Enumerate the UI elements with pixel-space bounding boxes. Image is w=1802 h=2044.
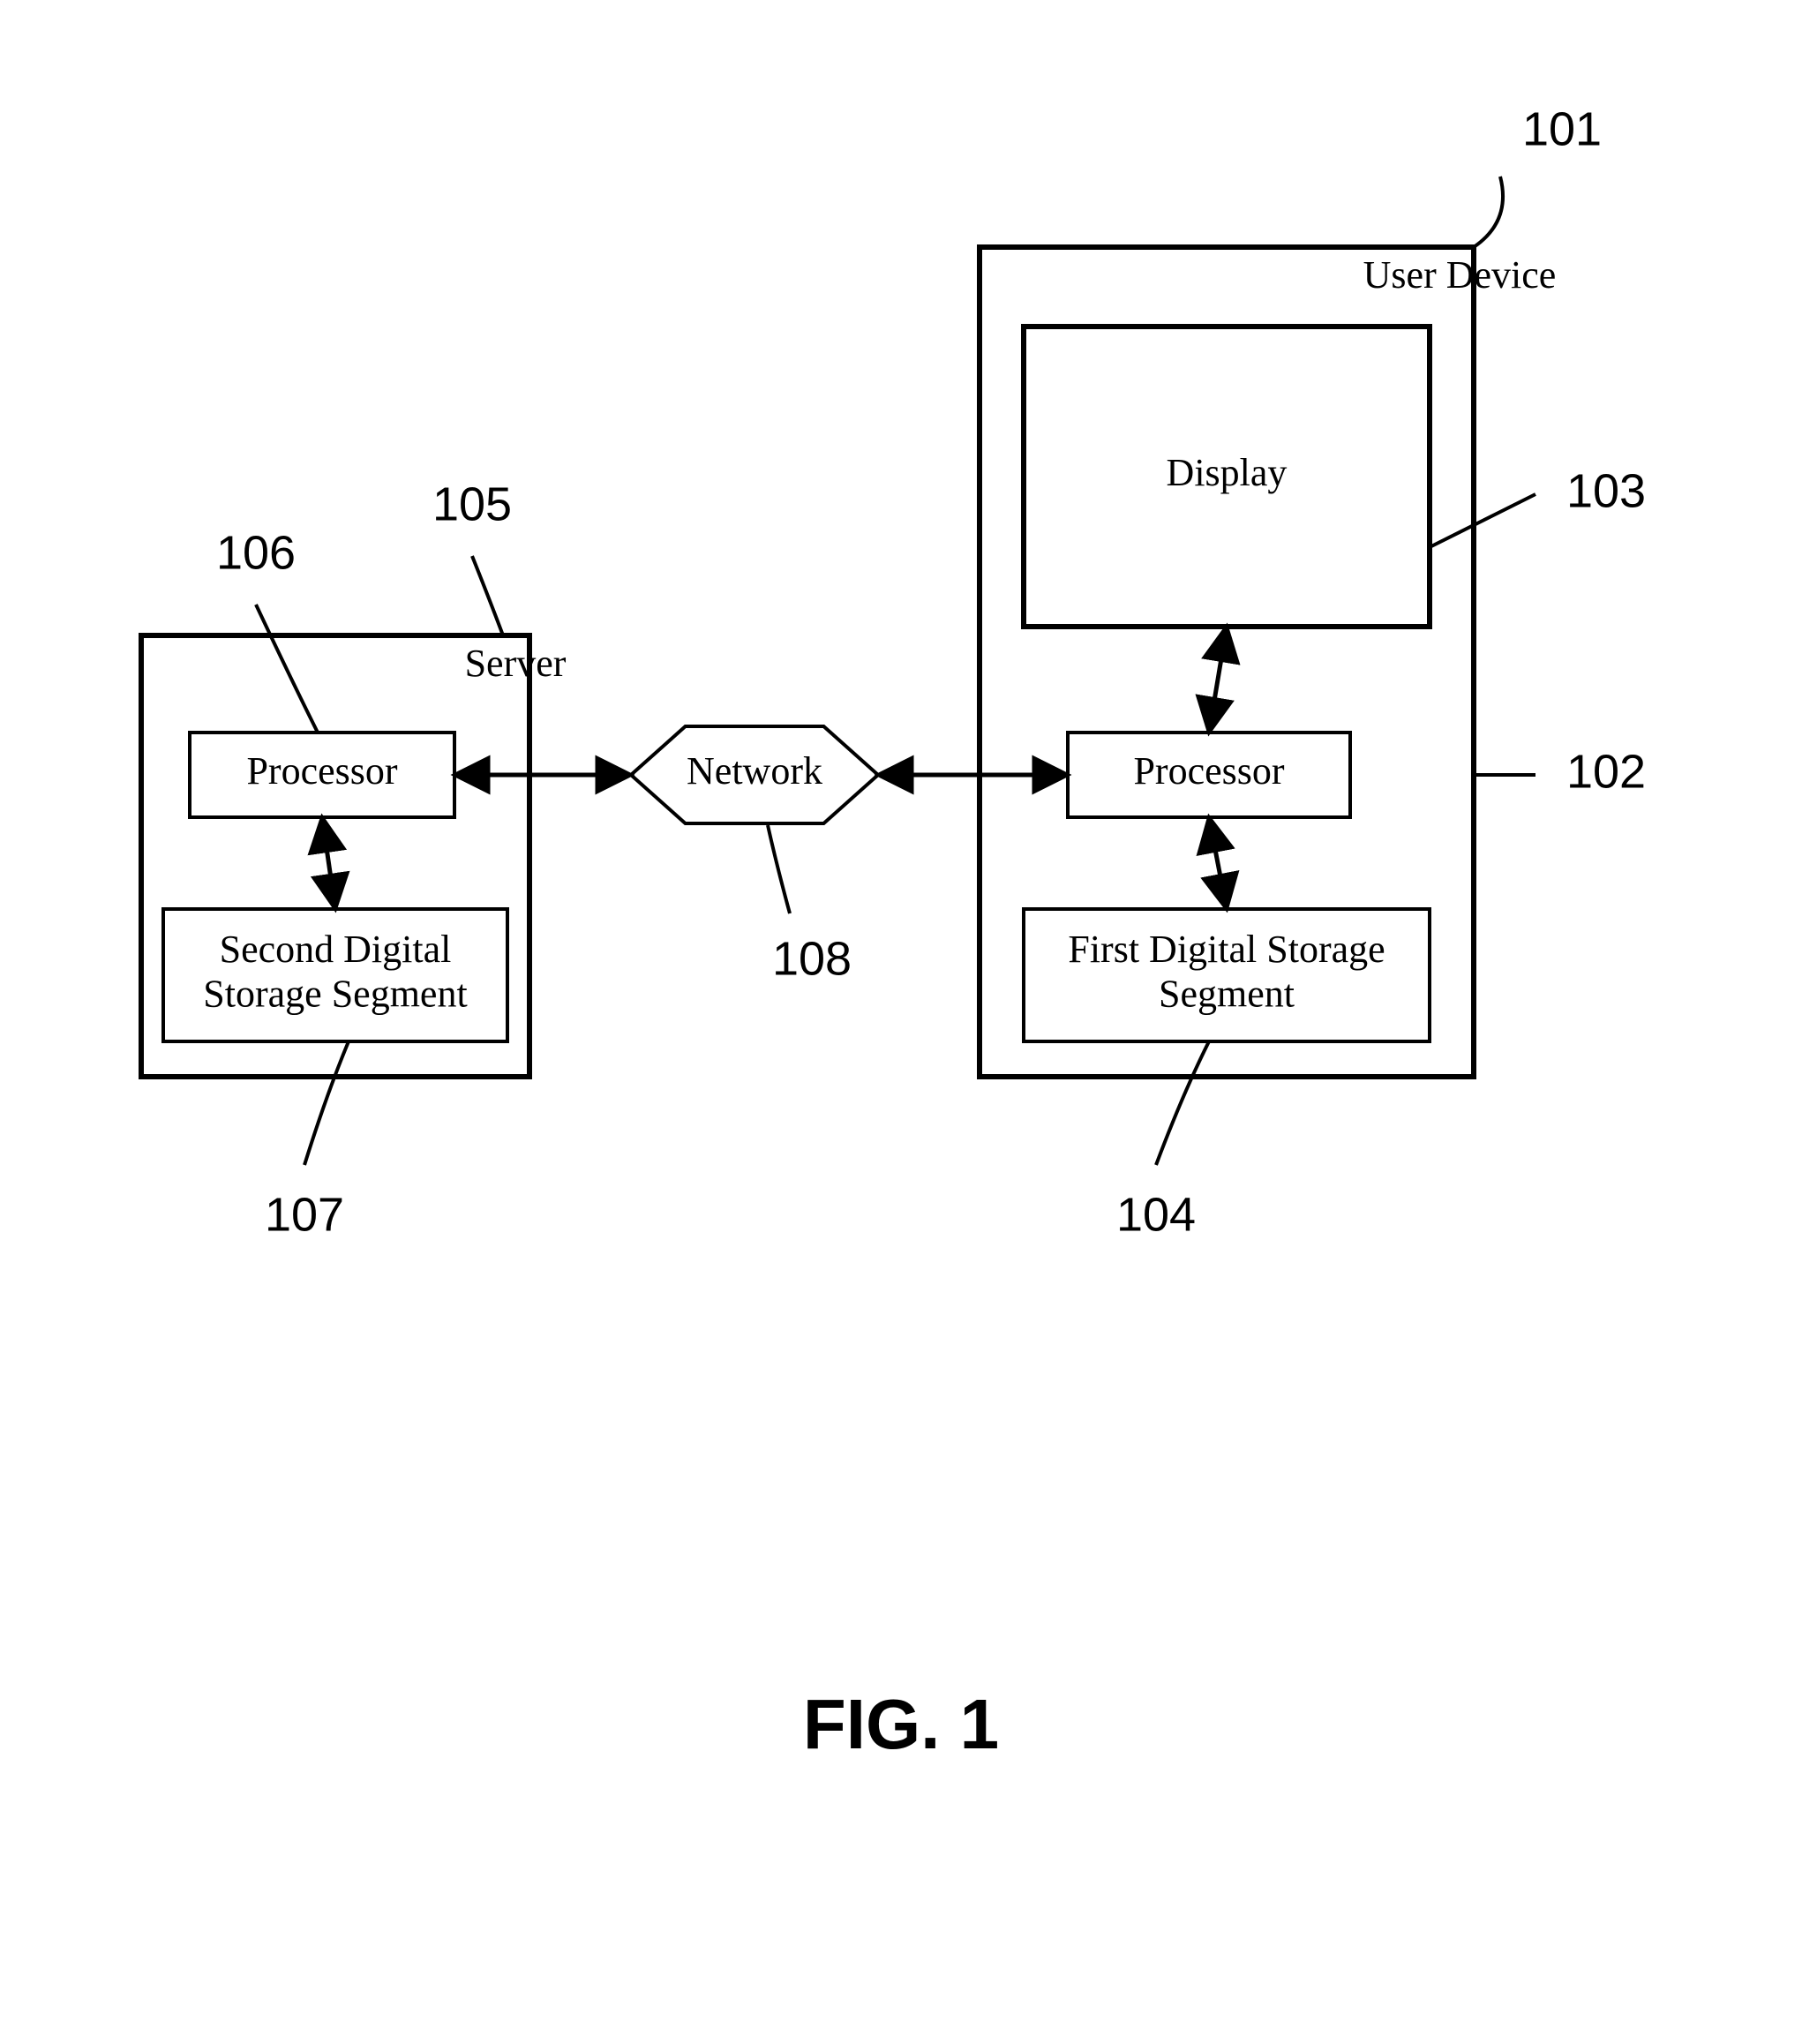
ref-102: 102: [1566, 745, 1646, 798]
ref-108: 108: [772, 932, 852, 985]
network-label: Network: [687, 749, 822, 793]
leader-101: [1474, 177, 1503, 247]
server_storage-label: Second Digital: [220, 928, 452, 971]
ref-103: 103: [1566, 464, 1646, 517]
ref-101: 101: [1522, 102, 1602, 155]
connector-4: [1209, 817, 1227, 909]
server-title: Server: [465, 642, 567, 685]
user_storage-label: Segment: [1159, 972, 1295, 1015]
user_device-title: User Device: [1363, 253, 1557, 297]
connector-2: [322, 817, 335, 909]
leader-105: [472, 556, 503, 635]
leader-106: [256, 605, 318, 733]
user_storage-label: First Digital Storage: [1068, 928, 1385, 971]
leader-107: [304, 1041, 349, 1165]
leader-103: [1430, 494, 1535, 547]
user_processor-label: Processor: [1133, 749, 1284, 793]
ref-105: 105: [432, 477, 512, 530]
ref-104: 104: [1116, 1188, 1196, 1241]
user_display-label: Display: [1167, 451, 1288, 494]
server_storage-label: Storage Segment: [203, 972, 467, 1015]
server_processor-label: Processor: [246, 749, 397, 793]
figure-title: FIG. 1: [803, 1685, 999, 1763]
connector-3: [1209, 627, 1227, 733]
leader-104: [1156, 1041, 1209, 1165]
ref-107: 107: [265, 1188, 344, 1241]
ref-106: 106: [216, 526, 296, 579]
leader-108: [768, 825, 790, 913]
